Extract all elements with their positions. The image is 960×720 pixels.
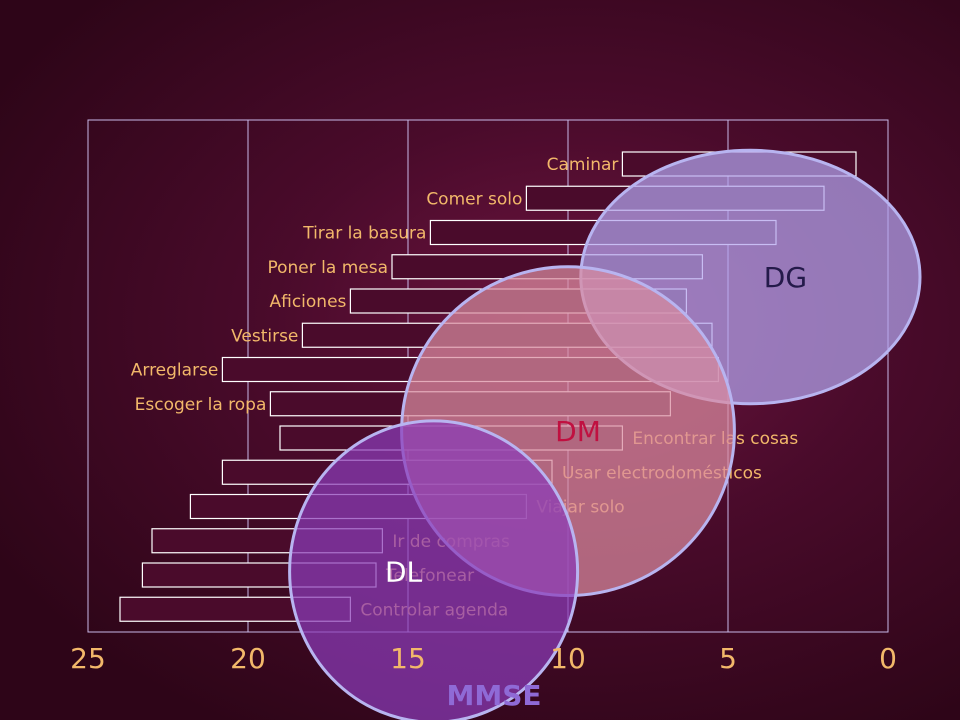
zone-labels: DG DM DL — [385, 261, 807, 589]
x-tick-label: 10 — [550, 642, 586, 675]
bar-label: Escoger la ropa — [135, 395, 267, 415]
bar-label: Poner la mesa — [267, 258, 388, 278]
zones — [288, 148, 922, 720]
x-tick-label: 0 — [879, 642, 897, 675]
bar-label: Aficiones — [269, 292, 346, 312]
zone-ellipse-dl — [288, 419, 580, 720]
zone-label-dg: DG — [764, 261, 807, 294]
zone-label-dl: DL — [385, 556, 423, 589]
bar-label: Arreglarse — [131, 361, 219, 381]
x-tick-label: 20 — [230, 642, 266, 675]
zone-label-dm: DM — [555, 415, 601, 448]
bar-label: Vestirse — [231, 326, 298, 346]
x-tick-label: 5 — [719, 642, 737, 675]
bar-label: Comer solo — [426, 189, 522, 209]
x-axis-title: MMSE — [446, 679, 541, 712]
x-tick-label: 15 — [390, 642, 426, 675]
x-tick-label: 25 — [70, 642, 106, 675]
bar-label: Tirar la basura — [302, 224, 426, 244]
x-axis-ticks: 25 20 15 10 5 0 — [70, 642, 897, 675]
bar-label: Caminar — [547, 155, 619, 175]
